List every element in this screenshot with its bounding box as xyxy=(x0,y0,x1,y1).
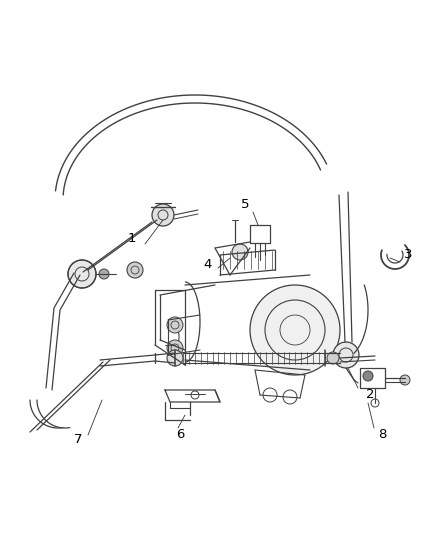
Circle shape xyxy=(99,269,109,279)
Text: 4: 4 xyxy=(203,259,212,271)
Circle shape xyxy=(68,260,96,288)
Circle shape xyxy=(326,352,338,364)
Text: 2: 2 xyxy=(365,389,374,401)
Circle shape xyxy=(399,375,409,385)
Circle shape xyxy=(166,317,183,333)
Circle shape xyxy=(332,342,358,368)
Circle shape xyxy=(166,350,183,366)
Text: 1: 1 xyxy=(127,231,136,245)
Circle shape xyxy=(152,204,173,226)
Circle shape xyxy=(362,371,372,381)
Circle shape xyxy=(127,262,143,278)
Text: 6: 6 xyxy=(175,429,184,441)
Circle shape xyxy=(166,340,183,356)
Circle shape xyxy=(249,285,339,375)
Text: 5: 5 xyxy=(240,198,249,212)
Text: 3: 3 xyxy=(403,248,411,262)
Circle shape xyxy=(231,244,247,260)
Text: 8: 8 xyxy=(377,429,385,441)
Text: 7: 7 xyxy=(74,433,82,447)
